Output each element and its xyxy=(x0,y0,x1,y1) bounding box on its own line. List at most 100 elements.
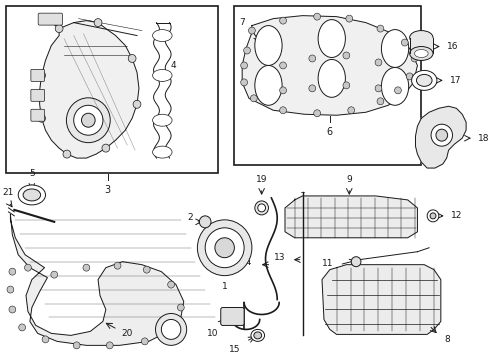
FancyBboxPatch shape xyxy=(31,89,45,101)
Ellipse shape xyxy=(381,30,409,67)
Ellipse shape xyxy=(351,257,361,267)
Ellipse shape xyxy=(144,266,150,273)
Ellipse shape xyxy=(343,82,350,89)
Ellipse shape xyxy=(251,329,265,341)
Ellipse shape xyxy=(42,336,49,343)
Ellipse shape xyxy=(38,114,46,122)
Text: 2: 2 xyxy=(188,213,194,222)
Ellipse shape xyxy=(411,55,418,62)
Ellipse shape xyxy=(81,113,95,127)
Ellipse shape xyxy=(94,19,102,27)
Ellipse shape xyxy=(343,52,350,59)
Ellipse shape xyxy=(255,66,282,105)
Ellipse shape xyxy=(168,326,174,333)
Text: 9: 9 xyxy=(346,175,352,184)
Polygon shape xyxy=(242,15,417,115)
Ellipse shape xyxy=(168,281,174,288)
Text: 4: 4 xyxy=(170,61,176,70)
Ellipse shape xyxy=(410,31,433,45)
Polygon shape xyxy=(322,265,441,334)
Text: 14: 14 xyxy=(241,258,252,267)
Ellipse shape xyxy=(102,144,110,152)
Ellipse shape xyxy=(375,85,382,92)
FancyBboxPatch shape xyxy=(221,307,244,325)
Ellipse shape xyxy=(430,213,436,219)
Ellipse shape xyxy=(401,39,408,46)
Text: 7: 7 xyxy=(239,18,245,27)
Ellipse shape xyxy=(215,238,234,258)
Ellipse shape xyxy=(412,71,437,90)
Ellipse shape xyxy=(410,46,433,60)
Text: 17: 17 xyxy=(449,76,461,85)
Text: 10: 10 xyxy=(207,329,219,338)
Text: 20: 20 xyxy=(122,329,133,338)
Ellipse shape xyxy=(128,54,136,62)
Ellipse shape xyxy=(205,228,244,268)
Ellipse shape xyxy=(431,124,452,146)
Ellipse shape xyxy=(415,50,428,58)
Ellipse shape xyxy=(9,268,16,275)
Ellipse shape xyxy=(255,26,282,66)
Ellipse shape xyxy=(377,25,384,32)
Ellipse shape xyxy=(314,110,320,117)
Ellipse shape xyxy=(197,220,252,276)
Text: 1: 1 xyxy=(222,282,227,291)
Ellipse shape xyxy=(318,59,345,97)
Ellipse shape xyxy=(114,262,121,269)
Ellipse shape xyxy=(199,216,211,228)
Ellipse shape xyxy=(394,87,401,94)
Text: 13: 13 xyxy=(273,253,285,262)
Text: 8: 8 xyxy=(445,335,450,344)
Ellipse shape xyxy=(375,59,382,66)
Ellipse shape xyxy=(161,319,181,339)
Bar xyxy=(234,6,421,165)
Ellipse shape xyxy=(258,204,266,212)
Ellipse shape xyxy=(74,105,103,135)
Text: 3: 3 xyxy=(105,185,111,195)
Text: 16: 16 xyxy=(447,42,458,51)
Text: 5: 5 xyxy=(29,169,35,178)
Ellipse shape xyxy=(63,150,71,158)
Ellipse shape xyxy=(314,13,320,20)
Polygon shape xyxy=(416,106,466,168)
Ellipse shape xyxy=(348,107,355,114)
Ellipse shape xyxy=(51,271,58,278)
Ellipse shape xyxy=(346,15,353,22)
Ellipse shape xyxy=(9,306,16,313)
Text: 6: 6 xyxy=(327,127,333,137)
Text: 11: 11 xyxy=(322,259,334,268)
Ellipse shape xyxy=(152,69,172,81)
Ellipse shape xyxy=(241,62,247,69)
Ellipse shape xyxy=(73,342,80,349)
Ellipse shape xyxy=(309,85,316,92)
Ellipse shape xyxy=(248,27,255,34)
Ellipse shape xyxy=(24,264,31,271)
Ellipse shape xyxy=(38,71,46,80)
Text: 12: 12 xyxy=(450,211,462,220)
FancyBboxPatch shape xyxy=(31,109,45,121)
Ellipse shape xyxy=(152,114,172,126)
Ellipse shape xyxy=(244,47,250,54)
Ellipse shape xyxy=(133,100,141,108)
Ellipse shape xyxy=(177,304,184,311)
Ellipse shape xyxy=(416,75,432,86)
Bar xyxy=(410,37,433,54)
Text: 18: 18 xyxy=(478,134,490,143)
Ellipse shape xyxy=(106,342,113,349)
Ellipse shape xyxy=(250,95,257,102)
Ellipse shape xyxy=(152,30,172,41)
Ellipse shape xyxy=(19,324,25,331)
Ellipse shape xyxy=(18,185,46,205)
Ellipse shape xyxy=(254,332,262,339)
FancyBboxPatch shape xyxy=(31,69,45,81)
Ellipse shape xyxy=(280,87,287,94)
Ellipse shape xyxy=(436,129,448,141)
Ellipse shape xyxy=(280,17,287,24)
Text: 15: 15 xyxy=(229,345,240,354)
Ellipse shape xyxy=(7,286,14,293)
Polygon shape xyxy=(285,196,417,238)
Ellipse shape xyxy=(406,73,413,80)
Ellipse shape xyxy=(381,67,409,105)
Ellipse shape xyxy=(83,264,90,271)
Polygon shape xyxy=(10,215,184,345)
